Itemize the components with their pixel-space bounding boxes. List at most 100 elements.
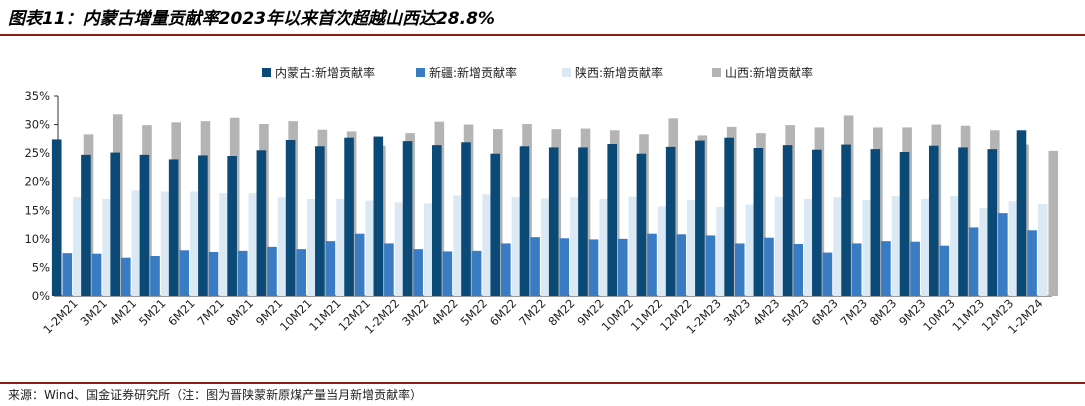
bar: [267, 246, 277, 296]
bar: [617, 238, 628, 296]
bar: [394, 202, 405, 296]
bar: [841, 144, 851, 296]
bar: [73, 197, 83, 296]
bar: [190, 191, 200, 296]
bar: [862, 200, 873, 296]
bar: [237, 250, 248, 296]
x-tick-label: 4M23: [750, 296, 782, 328]
bar: [461, 142, 471, 296]
bar: [168, 159, 179, 296]
bar: [344, 137, 354, 296]
bar: [745, 204, 756, 296]
bar: [599, 198, 609, 296]
bar: [851, 243, 862, 296]
bar: [636, 153, 647, 296]
bar: [793, 244, 803, 296]
bar: [764, 237, 774, 296]
legend-label: 山西:新增贡献率: [725, 65, 813, 80]
source-note: 来源：Wind、国金证券研究所（注：图为晋陕蒙新原煤产量当月新增贡献率）: [8, 388, 423, 402]
x-tick-label: 7M21: [194, 296, 226, 328]
legend-label: 内蒙古:新增贡献率: [275, 65, 375, 80]
bar: [384, 243, 394, 296]
x-tick-label: 3M22: [399, 296, 431, 328]
x-tick-label: 3M23: [721, 296, 753, 328]
bar: [471, 250, 482, 296]
bar: [219, 193, 229, 296]
bar: [928, 145, 939, 296]
bar: [910, 241, 920, 296]
legend-label: 新疆:新增贡献率: [429, 65, 517, 80]
bar: [950, 196, 960, 296]
bar: [676, 234, 687, 296]
bar: [277, 197, 288, 296]
bar: [548, 147, 559, 296]
bar: [336, 198, 346, 296]
bar: [647, 233, 657, 296]
bar: [373, 136, 384, 296]
x-tick-label: 7M22: [516, 296, 548, 328]
bar: [490, 153, 501, 296]
y-tick-label: 20%: [24, 175, 50, 189]
x-tick-label: 5M22: [458, 296, 490, 328]
bar: [899, 152, 910, 296]
bar: [198, 155, 208, 296]
bar: [891, 196, 902, 296]
bar: [968, 227, 979, 296]
bar: [208, 252, 219, 296]
bar: [530, 237, 540, 296]
bar: [812, 149, 822, 296]
bar: [734, 243, 745, 296]
x-tick-label: 5M23: [779, 296, 811, 328]
bar: [296, 249, 306, 296]
bar: [578, 147, 588, 296]
bar: [705, 235, 716, 296]
bar: [248, 193, 259, 296]
bar: [1027, 230, 1037, 296]
bar: [753, 148, 764, 296]
bar: [570, 197, 580, 296]
bar: [413, 249, 423, 296]
bar: [102, 198, 112, 296]
legend-swatch: [262, 68, 271, 77]
bar: [588, 239, 599, 296]
x-tick-label: 4M21: [107, 296, 139, 328]
bar: [139, 154, 150, 296]
bar: [657, 206, 668, 296]
bar: [716, 206, 726, 296]
footer-rule: [0, 382, 1085, 384]
x-tick-label: 6M21: [165, 296, 197, 328]
x-tick-label: 8M21: [224, 296, 256, 328]
legend-swatch: [562, 68, 571, 77]
bar: [607, 144, 617, 296]
header-rule: [0, 34, 1085, 36]
x-tick-label: 3M21: [78, 296, 110, 328]
bar: [998, 213, 1008, 296]
bar: [628, 196, 639, 296]
bar: [120, 257, 131, 296]
bar: [81, 154, 91, 296]
y-tick-label: 35%: [24, 89, 50, 103]
bar: [501, 243, 511, 296]
y-tick-label: 15%: [24, 203, 50, 217]
bar: [1016, 130, 1027, 296]
bar: [987, 149, 998, 296]
bar: [665, 146, 676, 296]
bar: [958, 147, 968, 296]
x-tick-label: 4M22: [428, 296, 460, 328]
x-tick-label: 5M21: [136, 296, 168, 328]
bar: [325, 241, 336, 296]
x-tick-label: 6M22: [487, 296, 519, 328]
bar-series: [51, 114, 1059, 297]
x-tick-label: 8M23: [867, 296, 899, 328]
x-tick-label: 10M21: [277, 296, 315, 334]
y-tick-label: 30%: [24, 118, 50, 132]
x-tick-label: 6M23: [808, 296, 840, 328]
legend-swatch: [712, 68, 721, 77]
bar: [354, 233, 365, 296]
bar: [822, 252, 833, 296]
bar: [804, 198, 814, 296]
chart-title: 图表11：内蒙古增量贡献率2023年以来首次超越山西达28.8%: [8, 9, 495, 29]
y-tick-label: 5%: [32, 260, 50, 274]
bar: [431, 145, 442, 296]
bar: [482, 194, 493, 296]
